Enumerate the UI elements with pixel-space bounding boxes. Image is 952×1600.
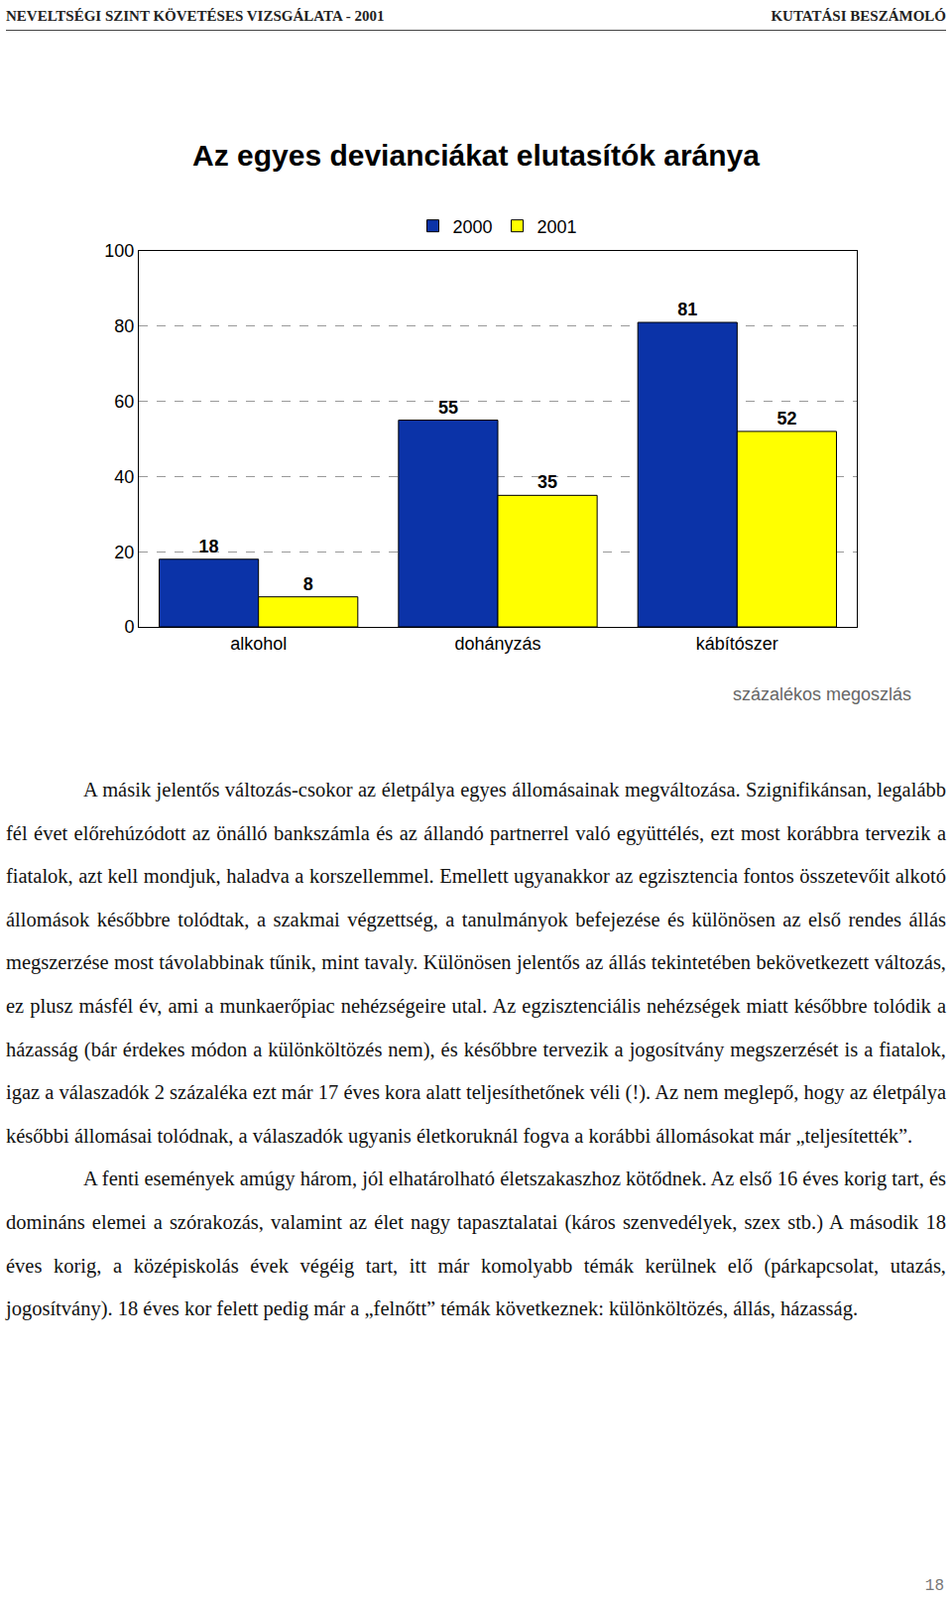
svg-text:százalékos megoszlás: százalékos megoszlás	[732, 684, 912, 705]
svg-text:20: 20	[114, 542, 134, 563]
svg-text:55: 55	[438, 397, 459, 418]
svg-text:kábítószer: kábítószer	[696, 633, 779, 654]
svg-text:8: 8	[303, 574, 314, 595]
svg-text:81: 81	[677, 299, 698, 320]
html-text:KUTATÁSI BESZÁMOLÓ: KUTATÁSI BESZÁMOLÓ	[770, 7, 947, 24]
svg-text:40: 40	[114, 467, 134, 487]
html-text:NEVELTSÉGI SZINT KÖVETÉSES VIZ: NEVELTSÉGI SZINT KÖVETÉSES VIZSGÁLATA - …	[5, 7, 385, 24]
svg-text:0: 0	[123, 616, 134, 637]
svg-text:alkohol: alkohol	[230, 633, 287, 654]
svg-text:35: 35	[537, 472, 558, 492]
html-text:A fenti események amúgy három,: A fenti események amúgy három, jól elhat…	[5, 1167, 947, 1320]
html-text:18: 18	[925, 1576, 945, 1595]
svg-text:100: 100	[104, 240, 134, 261]
svg-text:dohányzás: dohányzás	[454, 633, 541, 654]
svg-text:2001: 2001	[537, 217, 578, 238]
html-text:A másik jelentős változás-csok: A másik jelentős változás-csokor az élet…	[5, 778, 947, 1147]
svg-text:60: 60	[114, 391, 134, 412]
svg-text:Az egyes devianciákat elutasít: Az egyes devianciákat elutasítók aránya	[192, 138, 760, 172]
svg-text:52: 52	[776, 408, 797, 429]
svg-text:18: 18	[199, 536, 220, 557]
svg-text:2000: 2000	[453, 217, 493, 238]
svg-text:80: 80	[114, 316, 134, 337]
